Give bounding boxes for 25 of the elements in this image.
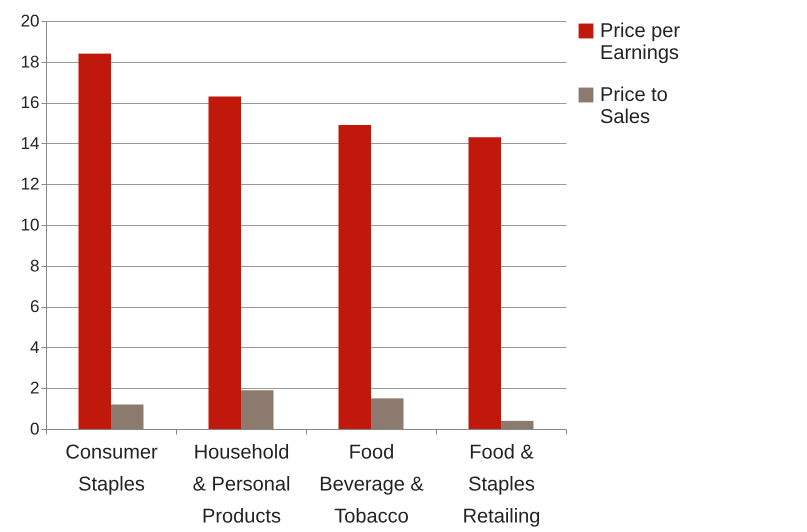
bar [241,390,274,429]
y-tick-label: 6 [30,297,40,316]
y-tick-label: 8 [30,256,40,276]
bar [78,54,111,429]
bar [111,404,144,429]
y-tick-label: 2 [30,378,40,398]
x-tick-label: Consumer Staples [65,442,158,496]
x-tick-label: Food & Staples Retailing [462,442,540,528]
bar [468,137,501,429]
legend-label: Price to Sales [600,84,668,128]
y-tick-label: 14 [20,134,40,153]
bar [338,125,371,429]
y-tick-label: 12 [20,174,40,194]
x-tick-label: Household & Personal Products [192,442,290,528]
y-tick-label: 16 [20,93,40,112]
x-tick-label: Food Beverage & Tobacco [319,442,424,528]
bar [208,96,241,429]
bar [371,398,404,429]
y-tick-label: 18 [20,52,40,72]
legend-label: Price per Earnings [600,20,680,64]
y-tick-label: 4 [30,338,40,357]
y-tick-label: 20 [20,12,40,30]
y-tick-label: 0 [30,420,40,438]
bar [501,420,534,429]
y-tick-label: 10 [20,216,40,234]
